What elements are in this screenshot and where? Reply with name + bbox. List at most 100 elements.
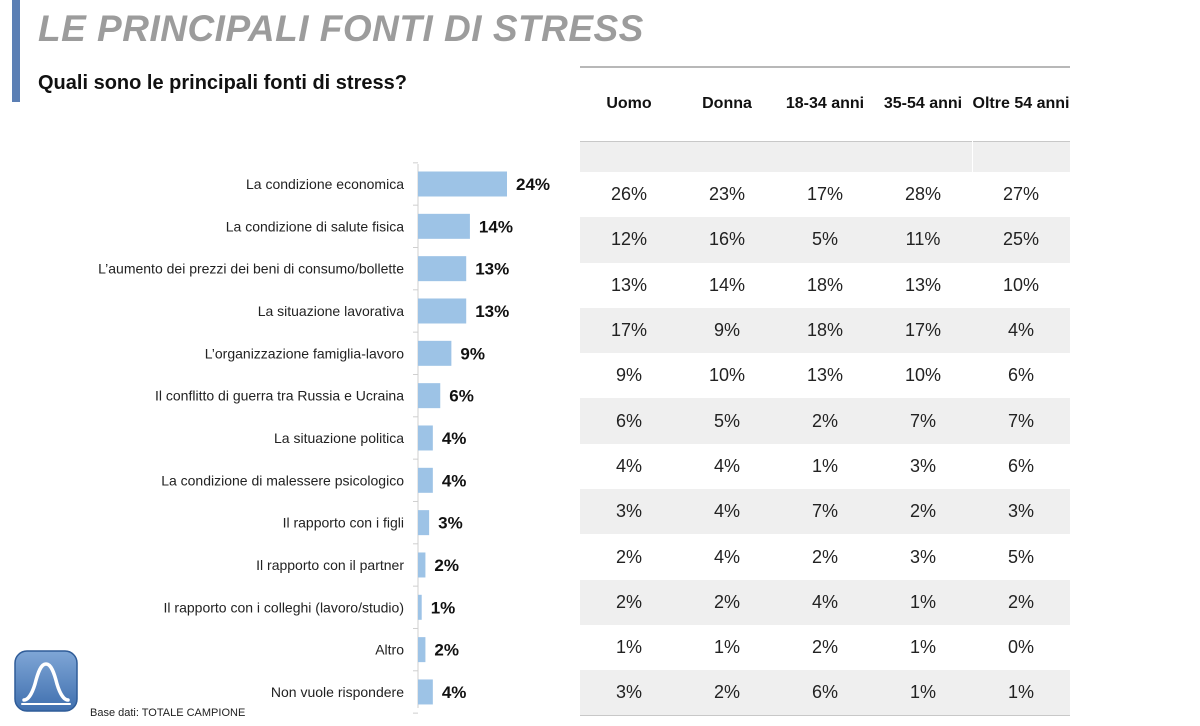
table-cell: 18% [806, 274, 844, 295]
value-label: 13% [475, 260, 509, 279]
table-cell: 17% [874, 307, 972, 354]
value-label: 24% [516, 175, 550, 194]
table-row: 3% 2% 6% 1% 1% [580, 670, 1070, 717]
bar [418, 679, 433, 705]
table-cell: 5% [776, 217, 874, 263]
table-row: 12% 16% 5% 11% 25% [580, 217, 1070, 263]
value-label: 14% [479, 217, 513, 236]
table-cell: 4% [615, 455, 642, 476]
table-cell: 7% [874, 398, 972, 444]
table-cell: 1% [972, 670, 1070, 717]
category-label: La condizione di malessere psicologico [161, 472, 404, 488]
bar [418, 637, 426, 663]
table-cell: 13% [610, 274, 648, 295]
table-cell: 2% [776, 398, 874, 444]
table-cell: 13% [904, 274, 942, 295]
value-label: 6% [449, 387, 474, 406]
table-cell: 3% [580, 670, 678, 717]
table-cell: 9% [678, 307, 776, 354]
category-label: La condizione di salute fisica [226, 218, 404, 234]
base-data-footnote: Base dati: TOTALE CAMPIONE [90, 707, 246, 719]
chart-bars [418, 171, 507, 705]
table-cell: 3% [909, 455, 936, 476]
bar [418, 552, 426, 578]
page-title: LE PRINCIPALI FONTI DI STRESS [38, 8, 644, 49]
table-row: 17% 9% 18% 17% 4% [580, 307, 1070, 354]
table-cell: 2% [811, 637, 838, 658]
table-cell: 1% [713, 637, 740, 658]
table-cell: 28% [904, 184, 942, 205]
arch-logo-icon [14, 650, 78, 712]
bar [418, 256, 467, 282]
bar [418, 383, 441, 409]
table-cell: 4% [678, 489, 776, 535]
table-row: 13% 14% 18% 13% 10% [580, 263, 1070, 308]
category-label: La situazione politica [274, 430, 404, 446]
table-cell: 2% [972, 579, 1070, 625]
bar [418, 213, 470, 239]
table-cell: 2% [615, 546, 642, 567]
table-cell: 23% [708, 184, 746, 205]
bar [418, 298, 467, 324]
value-label: 2% [434, 556, 459, 575]
table-cell: 25% [972, 217, 1070, 263]
category-label: Il rapporto con il partner [256, 557, 404, 573]
column-header: 35-54 anni [874, 66, 972, 141]
table-header-row: Uomo Donna 18-34 anni 35-54 anni Oltre 54 an… [580, 66, 1070, 141]
table-cell: 2% [580, 579, 678, 625]
table-cell: 7% [776, 489, 874, 535]
table-row: 2% 4% 2% 3% 5% [580, 534, 1070, 579]
category-label: Il rapporto con i colleghi (lavoro/studi… [164, 599, 404, 615]
table-cell: 14% [708, 274, 746, 295]
table-row: 9% 10% 13% 10% 6% [580, 353, 1070, 398]
breakdown-table: Uomo Donna 18-34 anni 35-54 anni Oltre 54 an… [580, 66, 1070, 717]
chart-value-labels: 24% 14% 13% 13% 9% 6% 4% 4% 3% 2% 1% 2% 4% [431, 175, 550, 702]
bar [418, 171, 507, 197]
table-cell: 17% [580, 307, 678, 354]
table-cell: 6% [580, 398, 678, 444]
table-cell: 5% [1007, 546, 1034, 567]
table-cell: 1% [909, 637, 936, 658]
bar-chart: La condizione economica La condizione di … [98, 162, 550, 714]
table-cell: 6% [776, 670, 874, 717]
value-label: 4% [442, 471, 467, 490]
category-label: Il rapporto con i figli [283, 515, 404, 531]
table-cell: 26% [610, 184, 648, 205]
table-cell: 18% [776, 307, 874, 354]
accent-bar [12, 0, 20, 102]
table-cell: 4% [713, 546, 740, 567]
table-cell: 2% [811, 546, 838, 567]
column-header: Donna [678, 66, 776, 141]
table-cell: 16% [678, 217, 776, 263]
table-cell: 4% [713, 455, 740, 476]
category-label: Il conflitto di guerra tra Russia e Ucra… [155, 388, 404, 404]
category-label: La situazione lavorativa [258, 303, 405, 319]
table-cell: 7% [972, 398, 1070, 444]
value-label: 9% [460, 344, 485, 363]
bar [418, 467, 433, 493]
column-header: Oltre 54 anni [972, 66, 1070, 141]
value-label: 2% [434, 641, 459, 660]
table-cell: 9% [615, 365, 642, 386]
table-row: 2% 2% 4% 1% 2% [580, 579, 1070, 625]
table-spacer-row [580, 140, 1070, 172]
chart-axis-ticks [413, 162, 418, 714]
bar [418, 340, 452, 366]
table-cell: 4% [776, 579, 874, 625]
table-row: 3% 4% 7% 2% 3% [580, 489, 1070, 535]
table-cell: 1% [811, 455, 838, 476]
table-cell: 10% [708, 365, 746, 386]
table-cell: 2% [678, 579, 776, 625]
value-label: 4% [442, 429, 467, 448]
table-cell: 6% [1007, 455, 1034, 476]
table-cell: 6% [1007, 365, 1034, 386]
table-cell: 3% [972, 489, 1070, 535]
table-cell: 0% [1007, 637, 1034, 658]
table-row: 6% 5% 2% 7% 7% [580, 398, 1070, 444]
table-cell: 17% [806, 184, 844, 205]
bar [418, 594, 422, 620]
question-heading: Quali sono le principali fonti di stress… [38, 72, 407, 94]
column-header: Uomo [580, 66, 678, 141]
table-row: 1% 1% 2% 1% 0% [580, 625, 1070, 670]
table-cell: 1% [874, 670, 972, 717]
